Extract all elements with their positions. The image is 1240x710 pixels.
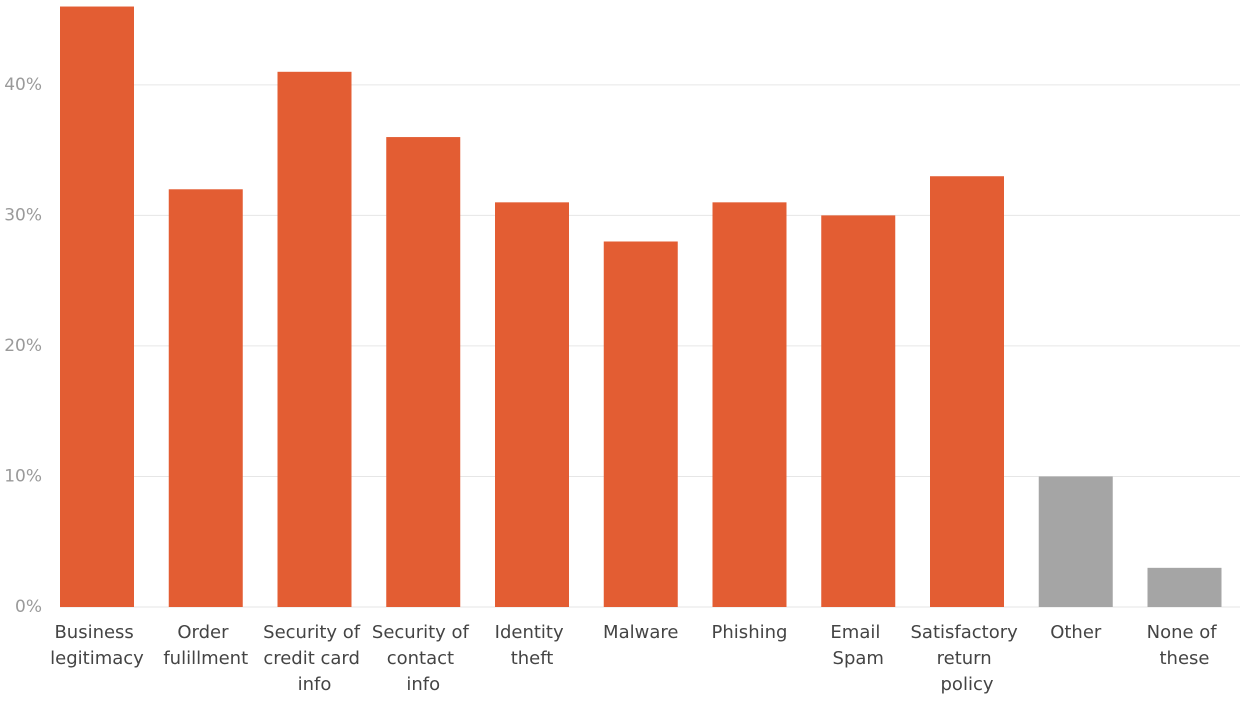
bar <box>603 241 678 607</box>
y-tick-label: 10% <box>4 466 42 486</box>
label-line: Malware <box>603 622 678 643</box>
y-tick-label: 30% <box>4 205 42 225</box>
bar <box>1147 567 1222 607</box>
label-line: Satisfactory <box>910 622 1023 643</box>
x-tick-label: None of these <box>1147 622 1223 669</box>
label-line: credit card <box>263 648 365 669</box>
y-tick-label: 0% <box>15 597 42 617</box>
x-tick-label: Identity theft <box>495 622 570 669</box>
label-line: Order <box>177 622 234 643</box>
bar <box>168 189 243 607</box>
label-line: return <box>937 648 998 669</box>
label-line: info <box>298 674 332 695</box>
label-line: theft <box>511 648 554 669</box>
x-tick-label: Security of credit card info <box>263 622 366 695</box>
x-tick-label: Phishing <box>712 622 788 643</box>
y-tick-label: 40% <box>4 75 42 95</box>
bar <box>277 71 352 607</box>
y-tick-label: 20% <box>4 336 42 356</box>
label-line: fulillment <box>163 648 248 669</box>
x-tick-label: Security of contact info <box>372 622 475 695</box>
bar <box>930 176 1004 607</box>
label-line: Other <box>1050 622 1102 643</box>
x-tick-label: Email Spam <box>830 622 886 669</box>
bar <box>386 137 461 607</box>
x-tick-label: Order fulillment <box>163 622 248 669</box>
label-line: policy <box>941 674 994 695</box>
x-tick-label: Satisfactory return policy <box>910 622 1023 695</box>
label-line: info <box>406 674 440 695</box>
label-line: Business <box>54 622 139 643</box>
bar <box>821 215 896 608</box>
bar <box>495 202 569 608</box>
label-line: None of <box>1147 622 1223 643</box>
x-tick-label: Malware <box>603 622 678 643</box>
bar <box>60 6 134 608</box>
label-line: Security of <box>372 622 475 643</box>
label-line: Identity <box>495 622 570 643</box>
label-line: Email <box>830 622 886 643</box>
label-line: contact <box>387 648 460 669</box>
x-tick-label: Other <box>1050 622 1102 643</box>
label-line: Phishing <box>712 622 788 643</box>
x-tick-label: Business legitimacy <box>50 622 144 669</box>
label-line: Security of <box>263 622 366 643</box>
bar <box>712 202 787 608</box>
label-line: legitimacy <box>50 648 144 669</box>
label-line: Spam <box>833 648 884 669</box>
label-line: these <box>1160 648 1210 669</box>
bar <box>1038 476 1113 607</box>
